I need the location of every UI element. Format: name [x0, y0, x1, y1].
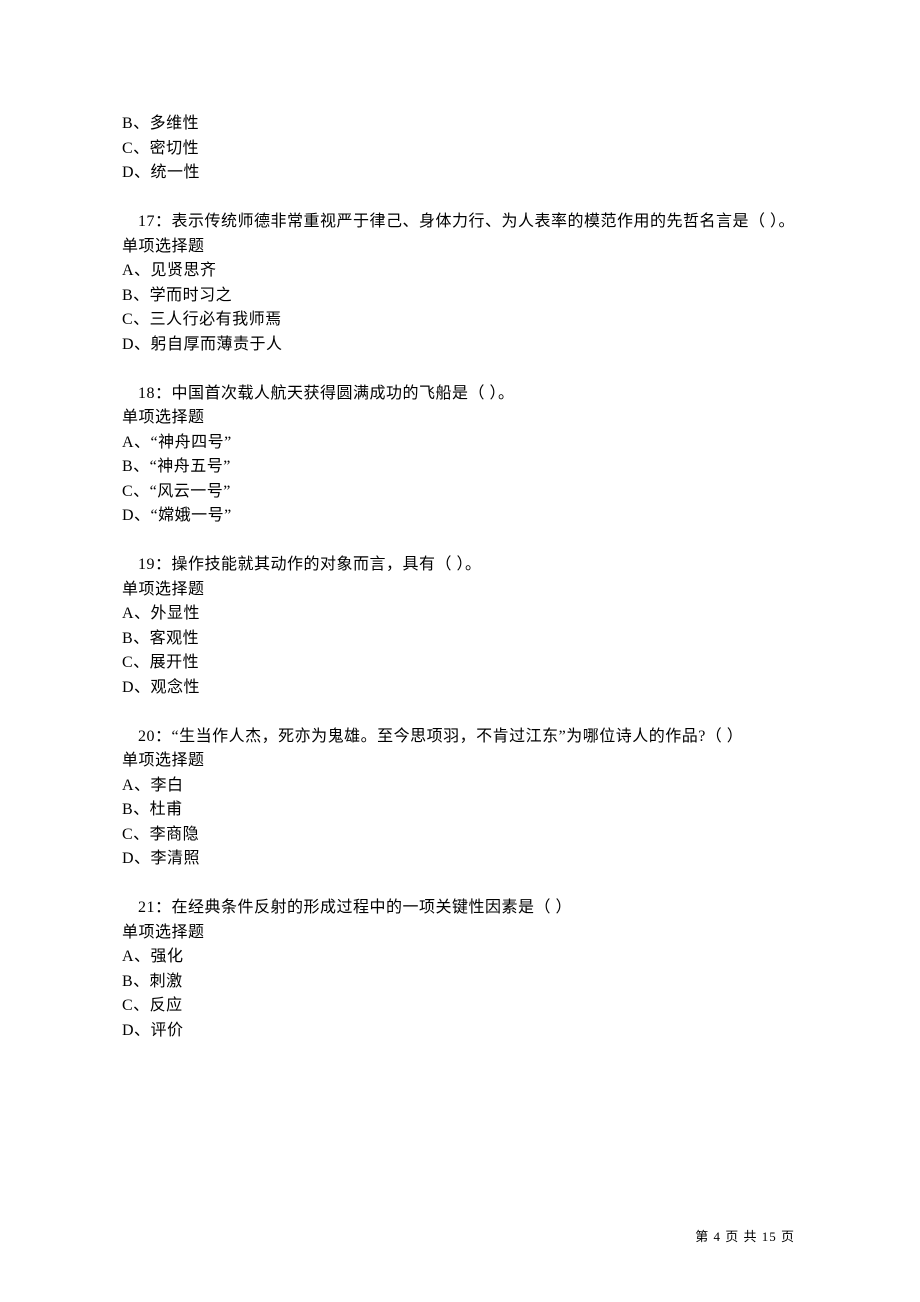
question-stem: 19：操作技能就其动作的对象而言，具有（ ）。 — [122, 553, 810, 578]
question-option: A、强化 — [122, 945, 810, 970]
footer-middle: 页 共 — [721, 1229, 762, 1244]
question-option: D、统一性 — [122, 161, 810, 186]
question-option: B、学而时习之 — [122, 284, 810, 309]
spacer — [122, 700, 810, 725]
footer-prefix: 第 — [695, 1229, 713, 1244]
question-option: C、密切性 — [122, 137, 810, 162]
question-option: D、观念性 — [122, 676, 810, 701]
question-option: C、“风云一号” — [122, 480, 810, 505]
question-stem: 20：“生当作人杰，死亦为鬼雄。至今思项羽，不肯过江东”为哪位诗人的作品?（ ） — [122, 725, 810, 750]
question-option: C、反应 — [122, 994, 810, 1019]
page-footer: 第 4 页 共 15 页 — [695, 1226, 795, 1245]
question-option: D、评价 — [122, 1019, 810, 1044]
question-option: B、刺激 — [122, 970, 810, 995]
question-option: C、李商隐 — [122, 823, 810, 848]
footer-page-number: 4 — [713, 1229, 721, 1244]
question-stem: 18：中国首次载人航天获得圆满成功的飞船是（ ）。 — [122, 382, 810, 407]
page: B、多维性 C、密切性 D、统一性 17：表示传统师德非常重视严于律己、身体力行… — [0, 0, 920, 1302]
question-option: D、“嫦娥一号” — [122, 504, 810, 529]
question-option: B、“神舟五号” — [122, 455, 810, 480]
question-type-label: 单项选择题 — [122, 235, 810, 260]
question-type-label: 单项选择题 — [122, 921, 810, 946]
question-option: B、杜甫 — [122, 798, 810, 823]
question-option: B、多维性 — [122, 112, 810, 137]
question-option: C、三人行必有我师焉 — [122, 308, 810, 333]
spacer — [122, 186, 810, 211]
question-type-label: 单项选择题 — [122, 749, 810, 774]
question-option: A、见贤思齐 — [122, 259, 810, 284]
spacer — [122, 357, 810, 382]
question-option: A、李白 — [122, 774, 810, 799]
question-type-label: 单项选择题 — [122, 406, 810, 431]
question-option: B、客观性 — [122, 627, 810, 652]
question-option: D、李清照 — [122, 847, 810, 872]
question-type-label: 单项选择题 — [122, 578, 810, 603]
footer-suffix: 页 — [777, 1229, 795, 1244]
spacer — [122, 529, 810, 554]
footer-total-pages: 15 — [762, 1229, 777, 1244]
question-option: A、“神舟四号” — [122, 431, 810, 456]
question-stem: 17：表示传统师德非常重视严于律己、身体力行、为人表率的模范作用的先哲名言是（ … — [122, 210, 810, 235]
question-stem: 21：在经典条件反射的形成过程中的一项关键性因素是（ ） — [122, 896, 810, 921]
question-option: A、外显性 — [122, 602, 810, 627]
content-area: B、多维性 C、密切性 D、统一性 17：表示传统师德非常重视严于律己、身体力行… — [122, 112, 810, 1043]
question-option: C、展开性 — [122, 651, 810, 676]
spacer — [122, 872, 810, 897]
question-option: D、躬自厚而薄责于人 — [122, 333, 810, 358]
